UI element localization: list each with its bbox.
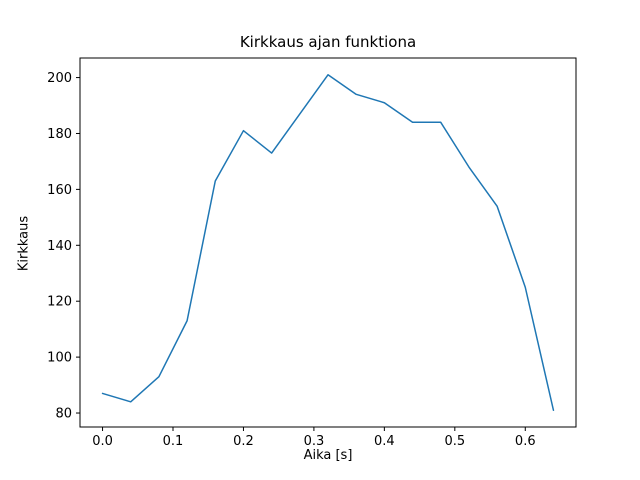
- y-tick-label: 140: [47, 239, 72, 254]
- y-axis-label: Kirkkaus: [16, 215, 32, 272]
- y-tick-label: 200: [47, 71, 72, 86]
- y-tick-label: 160: [47, 183, 72, 198]
- x-tick-label: 0.2: [233, 434, 254, 449]
- x-tick-label: 0.1: [163, 434, 184, 449]
- x-tick-label: 0.0: [92, 434, 113, 449]
- x-tick-label: 0.5: [444, 434, 465, 449]
- y-tick-label: 120: [47, 295, 72, 310]
- y-tick-label: 80: [55, 407, 72, 422]
- x-tick-label: 0.4: [374, 434, 395, 449]
- x-tick-label: 0.3: [304, 434, 325, 449]
- data-line-kirkkaus: [101, 74, 555, 411]
- x-tick-label: 0.6: [515, 434, 536, 449]
- x-axis-label: Aika [s]: [303, 448, 353, 463]
- y-tick-label: 100: [47, 351, 72, 366]
- y-tick-label: 180: [47, 127, 72, 142]
- chart-title: Kirkkaus ajan funktiona: [239, 33, 417, 51]
- axes-frame: [79, 57, 577, 428]
